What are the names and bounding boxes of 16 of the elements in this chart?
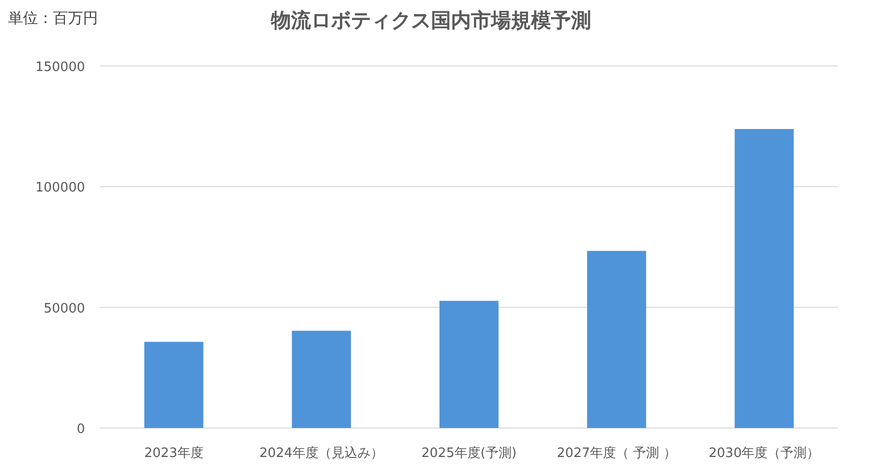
text: 単位：百万円 <box>8 9 98 27</box>
x-tick-label: 2027年度（ 予測 ） <box>556 445 676 461</box>
bar <box>439 300 499 428</box>
y-tick-label: 0 <box>76 422 85 437</box>
x-tick-label: 2024年度（見込み） <box>259 445 384 461</box>
bar <box>144 342 204 428</box>
x-tick-label: 2025年度(予測) <box>421 445 517 461</box>
y-tick-label: 50000 <box>44 301 85 316</box>
y-tick-label: 100000 <box>35 180 85 196</box>
x-tick-label: 2030年度（予測） <box>708 445 820 461</box>
bar <box>734 128 794 428</box>
bar <box>292 330 351 428</box>
chart-title: 物流ロボティクス国内市場規模予測 <box>270 8 591 32</box>
y-tick-label: 150000 <box>35 60 85 75</box>
bar <box>587 250 646 428</box>
x-tick-label: 2023年度 <box>144 445 204 461</box>
